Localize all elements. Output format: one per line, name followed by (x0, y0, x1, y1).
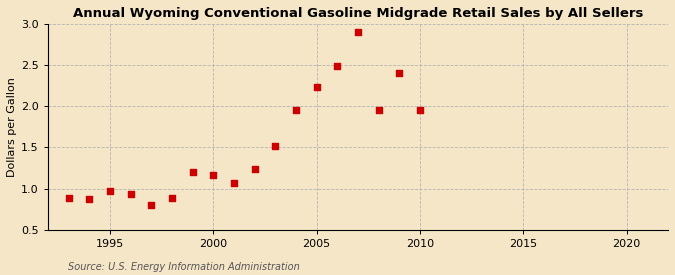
Point (208, 173, 219, 178)
Point (167, 196, 178, 201)
Point (332, 64, 343, 68)
Point (187, 170, 198, 174)
Point (63, 196, 74, 201)
Y-axis label: Dollars per Gallon: Dollars per Gallon (7, 77, 17, 177)
Point (270, 144, 281, 148)
Point (290, 107, 301, 112)
Point (146, 203, 157, 207)
Point (105, 189, 115, 193)
Point (249, 167, 260, 171)
Title: Annual Wyoming Conventional Gasoline Midgrade Retail Sales by All Sellers: Annual Wyoming Conventional Gasoline Mid… (73, 7, 643, 20)
Point (84, 197, 95, 202)
Point (311, 85, 322, 89)
Point (394, 71, 405, 76)
Point (229, 181, 240, 185)
Point (352, 30, 363, 34)
Point (373, 107, 384, 112)
Point (125, 191, 136, 196)
Text: Source: U.S. Energy Information Administration: Source: U.S. Energy Information Administ… (68, 262, 299, 272)
Point (414, 107, 425, 112)
